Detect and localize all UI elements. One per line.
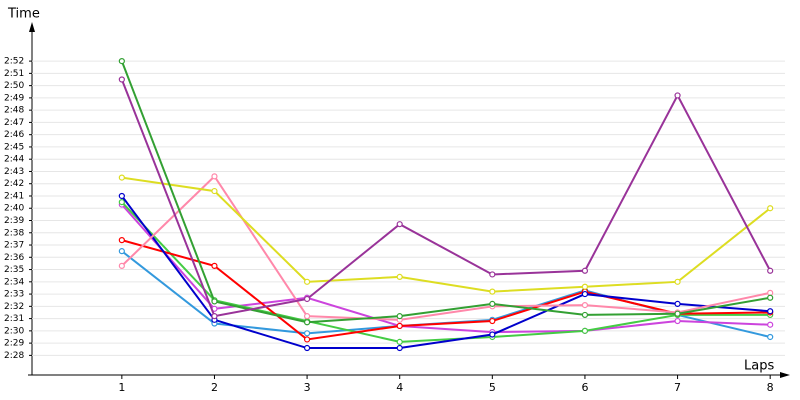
point (489, 317, 496, 325)
point (303, 278, 311, 285)
x-arrow (780, 372, 790, 378)
y-tick-label: 2:48 (4, 106, 24, 116)
point (303, 295, 311, 303)
point (211, 187, 218, 195)
point (396, 273, 403, 281)
point (489, 271, 496, 278)
series-line (120, 79, 772, 318)
point (118, 262, 125, 269)
series-line (121, 201, 771, 343)
point (489, 300, 496, 307)
x-tick-label: 8 (767, 381, 774, 394)
y-tick-label: 2:42 (4, 179, 24, 189)
point (674, 300, 681, 307)
series-line (120, 60, 771, 324)
series-line (121, 176, 771, 293)
point (303, 344, 311, 352)
point (396, 221, 403, 228)
x-tick-label: 4 (396, 381, 403, 394)
point (396, 313, 403, 320)
point (489, 331, 496, 338)
point (767, 321, 774, 328)
y-tick-label: 2:28 (4, 351, 24, 361)
point (303, 336, 311, 343)
point (211, 173, 218, 180)
y-tick-label: 2:49 (4, 93, 24, 103)
point (674, 310, 681, 317)
point (581, 290, 589, 298)
series-line (121, 195, 771, 350)
x-axis-title: Laps (744, 359, 774, 374)
y-tick-label: 2:39 (4, 216, 24, 226)
point (767, 289, 774, 296)
y-arrow (29, 22, 35, 32)
y-tick-label: 2:43 (4, 167, 24, 177)
point (118, 237, 125, 244)
y-tick-label: 2:44 (4, 155, 24, 165)
y-tick-label: 2:35 (4, 265, 24, 275)
point (118, 248, 125, 255)
y-tick-label: 2:34 (4, 277, 24, 287)
y-tick-label: 2:47 (4, 118, 24, 128)
point (211, 313, 218, 320)
point (674, 92, 681, 99)
point (581, 327, 589, 334)
x-tick-label: 3 (304, 381, 311, 394)
y-tick-label: 2:31 (4, 314, 24, 324)
x-tick-label: 7 (674, 381, 681, 394)
series-line (121, 239, 771, 341)
y-tick-label: 2:45 (4, 142, 24, 152)
x-tick-label: 6 (581, 381, 588, 394)
y-tick-label: 2:37 (4, 241, 24, 251)
point (767, 333, 774, 341)
y-tick-label: 2:32 (4, 302, 24, 312)
y-tick-label: 2:41 (4, 191, 24, 201)
point (118, 192, 125, 200)
y-tick-label: 2:51 (4, 69, 24, 79)
point (581, 283, 589, 290)
point (767, 294, 774, 301)
point (767, 205, 774, 212)
y-tick-label: 2:46 (4, 130, 24, 140)
point (118, 76, 125, 83)
point (674, 278, 681, 285)
series-line (121, 203, 771, 334)
point (489, 288, 496, 295)
point (396, 344, 403, 352)
point (303, 319, 311, 326)
point (211, 298, 218, 305)
point (767, 308, 774, 315)
point (118, 174, 125, 181)
point (767, 267, 774, 274)
y-tick-label: 2:52 (4, 57, 24, 67)
y-tick-label: 2:29 (4, 339, 24, 349)
point (118, 199, 125, 206)
y-tick-label: 2:33 (4, 290, 24, 300)
point (303, 330, 311, 337)
y-axis-title: Time (7, 7, 40, 22)
point (303, 313, 311, 320)
point (211, 262, 218, 269)
point (581, 311, 589, 319)
y-tick-label: 2:38 (4, 228, 24, 238)
point (581, 302, 589, 309)
series-line (121, 174, 771, 321)
x-tick-label: 2 (211, 381, 218, 394)
x-tick-label: 1 (118, 381, 125, 394)
point (581, 267, 589, 274)
y-tick-label: 2:30 (4, 326, 24, 336)
y-tick-label: 2:40 (4, 204, 24, 214)
point (396, 338, 403, 345)
point (674, 317, 681, 325)
point (396, 322, 403, 330)
y-tick-label: 2:36 (4, 253, 24, 263)
point (118, 58, 125, 65)
y-tick-label: 2:50 (4, 81, 24, 91)
x-tick-label: 5 (489, 381, 496, 394)
